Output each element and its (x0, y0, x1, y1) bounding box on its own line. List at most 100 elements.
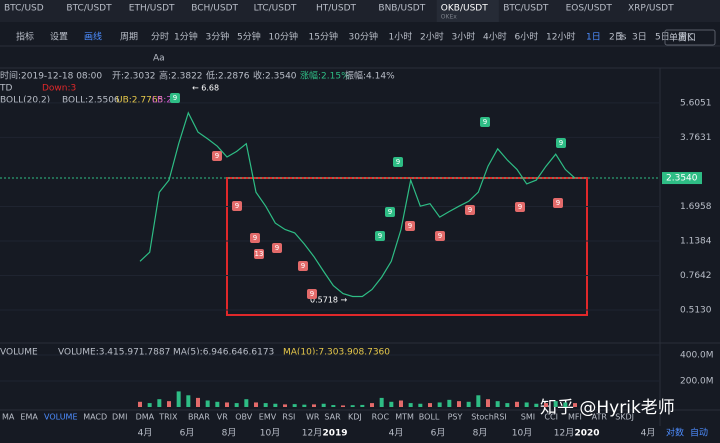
indicator-button[interactable]: VOLUME (44, 413, 78, 422)
period-button[interactable]: 30分钟 (349, 31, 378, 43)
period-button[interactable]: 1分钟 (174, 31, 198, 43)
tab-label[interactable]: BTC/USD (4, 4, 44, 14)
volume-bar (147, 403, 152, 407)
td-marker (250, 233, 260, 243)
indicator-button[interactable]: EMV (259, 413, 277, 422)
indicator-button[interactable]: MACD (83, 413, 107, 422)
tab-label[interactable]: HT/USDT (316, 4, 357, 14)
indicator-button[interactable]: ATR (592, 413, 608, 422)
indicator-button[interactable]: SKDJ (615, 413, 634, 422)
td-marker (375, 231, 385, 241)
current-price-box (662, 172, 702, 185)
indicator-button[interactable]: BRAR (188, 413, 210, 422)
indicator-button[interactable]: PSY (448, 413, 463, 422)
indicator-button[interactable]: EMA (20, 413, 38, 422)
time-label: 12月 (554, 428, 574, 439)
period-button[interactable]: 3日 (632, 32, 647, 43)
indicator-button[interactable]: ROC (372, 413, 390, 422)
indicator-button[interactable]: OBV (235, 413, 253, 422)
tool-button[interactable]: 设置 (50, 32, 68, 43)
active-tab (436, 0, 499, 22)
period-button[interactable]: 周K (678, 32, 694, 43)
periods-label: 周期 (120, 32, 138, 43)
td-marker (385, 207, 395, 217)
period-button[interactable]: 1日 (586, 32, 601, 43)
indicator-button[interactable]: MFI (568, 413, 582, 422)
indicator-button[interactable]: StochRSI (471, 413, 507, 422)
indicator-button[interactable]: TRIX (158, 413, 178, 422)
volume-bar (553, 401, 558, 407)
tab-label[interactable]: BNB/USDT (378, 4, 425, 14)
period-button[interactable]: 6小时 (515, 31, 539, 43)
td-marker (170, 93, 180, 103)
period-button[interactable]: 3小时 (452, 31, 476, 43)
td-marker (254, 249, 264, 259)
indicator-button[interactable]: VR (217, 413, 228, 422)
tab-label[interactable]: XRP/USDT (628, 4, 674, 14)
period-button[interactable]: 4小时 (483, 31, 507, 43)
time-label: 4月 (138, 428, 153, 439)
tab-label[interactable]: BCH/USDT (191, 4, 238, 14)
period-button[interactable]: 1小时 (389, 31, 413, 43)
period-button[interactable]: 5分钟 (237, 31, 261, 43)
volume-tick: 200.0M (680, 377, 714, 387)
tab-label[interactable]: OKB/USDT (441, 4, 488, 14)
volume-bar (312, 404, 316, 407)
tab-label[interactable]: BTC/USDT (66, 4, 112, 14)
tab-label[interactable]: ETH/USDT (129, 4, 175, 14)
indicator-button[interactable]: BOLL (419, 413, 440, 422)
td-marker (393, 157, 403, 167)
indicator-button[interactable]: RSI (282, 413, 295, 422)
volume-bar (466, 401, 471, 407)
td-marker (212, 151, 222, 161)
period-button[interactable]: 分时 (151, 31, 169, 43)
boll-mid: BOLL:2.5506 (62, 96, 120, 106)
price-tick: 0.5130 (680, 306, 712, 316)
window-select[interactable] (664, 29, 716, 46)
time-label: 8月 (473, 428, 488, 439)
tool-button[interactable]: 指标 (16, 31, 34, 43)
tab-label[interactable]: EOS/USDT (566, 4, 613, 14)
refresh[interactable]: 3s (616, 33, 627, 43)
period-button[interactable]: 10分钟 (269, 31, 298, 43)
indicator-button[interactable]: CCI (544, 413, 558, 422)
axis-mode[interactable]: 对数 (666, 427, 684, 439)
td-marker (480, 117, 490, 127)
volume-bar (505, 403, 510, 407)
volume-bar (408, 403, 413, 407)
boll-lb: LB:2.3 (152, 96, 181, 106)
axis-mode[interactable]: 自动 (690, 427, 708, 439)
indicator-button[interactable]: MTM (395, 413, 414, 422)
period-button[interactable]: 15分钟 (309, 31, 338, 43)
td-marker (515, 202, 525, 212)
period-button[interactable]: 2小时 (420, 31, 444, 43)
price-tick: 1.1384 (680, 236, 712, 246)
volume-bar (515, 401, 519, 407)
period-button[interactable]: 5日 (655, 32, 670, 43)
indicator-button[interactable]: SAR (324, 413, 341, 422)
indicator-button[interactable]: DMI (112, 413, 127, 422)
tab-label[interactable]: LTC/USDT (254, 4, 297, 14)
font-tool[interactable]: Aa (153, 54, 165, 64)
volume-bar (573, 403, 577, 407)
tool-button[interactable]: 画线 (84, 31, 102, 43)
volume-bar (399, 400, 403, 407)
indicator-button[interactable]: KDJ (348, 413, 362, 422)
volume-bar (292, 404, 297, 407)
tab-label[interactable]: BTC/USDT (503, 4, 549, 14)
indicator-button[interactable]: SMI (521, 413, 535, 422)
td-marker-label: 9 (483, 118, 487, 126)
period-button[interactable]: 2日 (609, 32, 624, 43)
indicator-button[interactable]: WR (306, 413, 320, 422)
highlight-box (226, 177, 588, 316)
indicator-button[interactable]: MA (2, 413, 15, 422)
window-label[interactable]: 单窗口 (669, 32, 696, 44)
period-button[interactable]: 12小时 (546, 31, 575, 43)
td-marker (272, 243, 282, 253)
period-button[interactable]: 3分钟 (206, 31, 230, 43)
indicator-button[interactable]: DMA (136, 413, 155, 422)
td-marker-label: 9 (438, 232, 442, 240)
info-amp: 振幅:4.14% (345, 70, 395, 82)
time-label: 6月 (431, 428, 446, 439)
